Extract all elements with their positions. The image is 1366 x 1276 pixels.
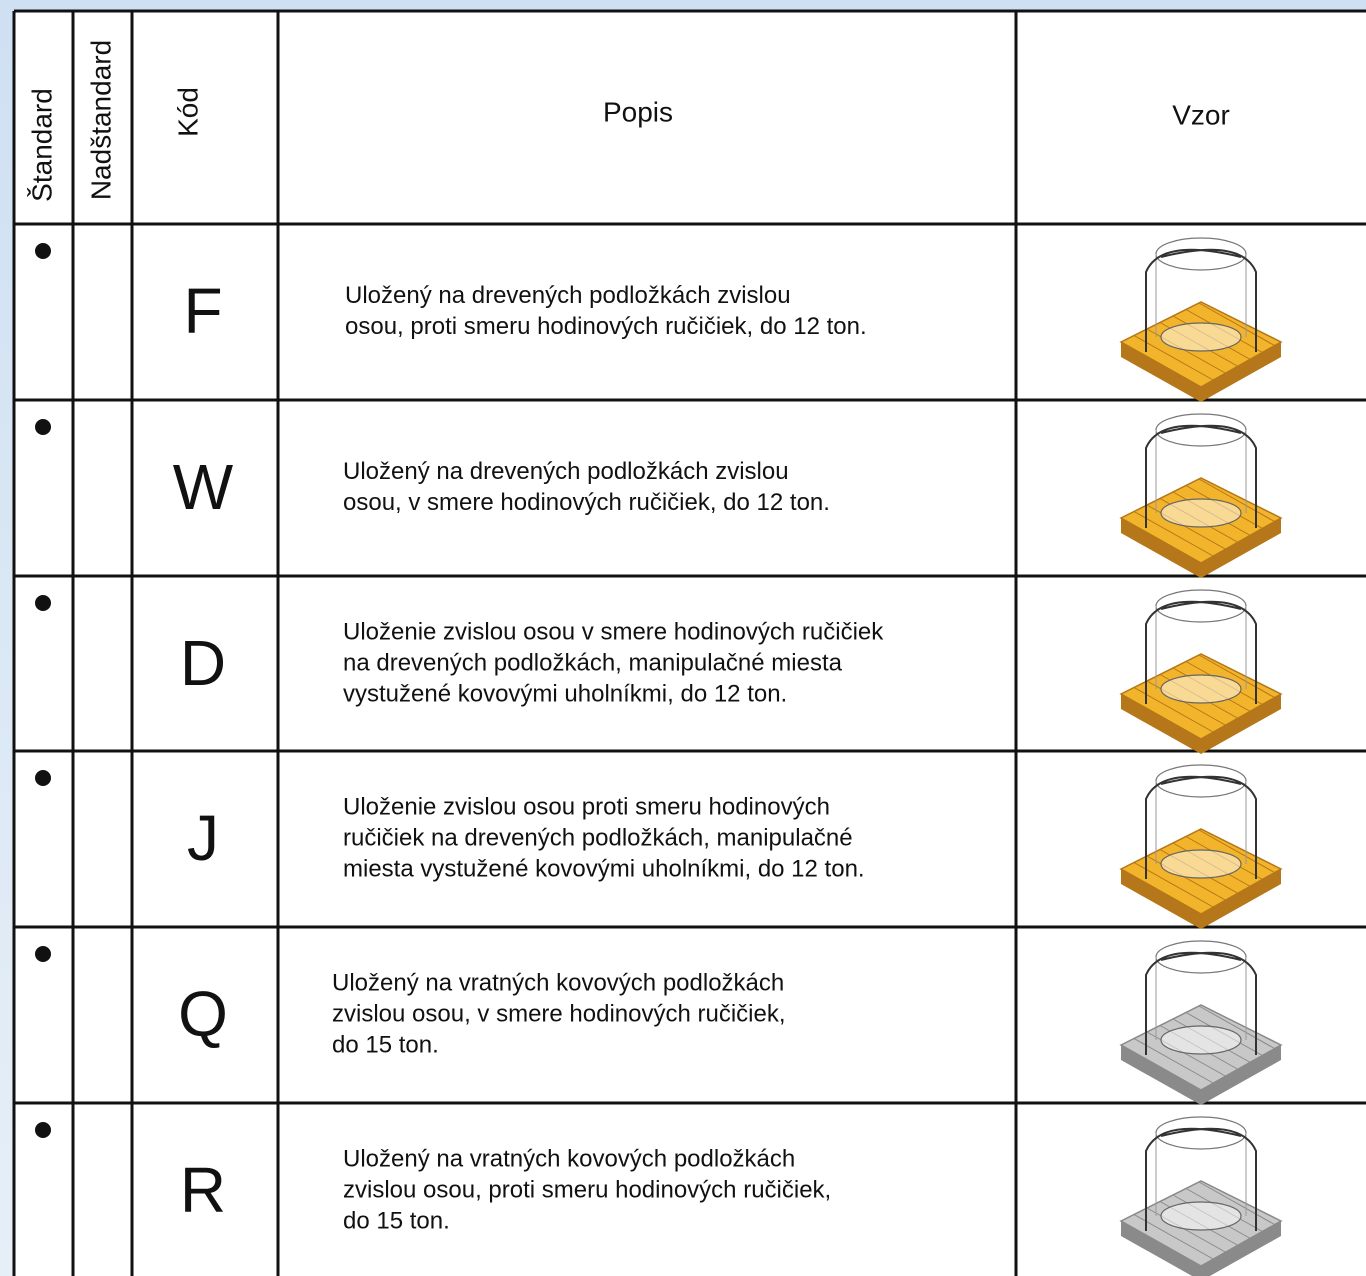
pallet-plank xyxy=(1198,302,1280,349)
description-line: osou, v smere hodinových ručičiek, do 12… xyxy=(343,489,830,516)
table-content: Štandard Nadštandard Kód Popis Vzor F Uložený … xyxy=(26,40,1283,1276)
pallet-plank xyxy=(1120,517,1202,564)
description-line: Uložený na drevených podložkách zvislou xyxy=(343,458,789,485)
code: R xyxy=(180,1154,226,1226)
pallet-plank xyxy=(1198,1181,1280,1228)
code: J xyxy=(187,802,219,874)
pallet-plank xyxy=(1198,1005,1280,1052)
pallet-plank xyxy=(1146,1031,1228,1078)
description-line: Uložený na drevených podložkách zvislou xyxy=(345,282,791,309)
pallet-plank xyxy=(1120,1220,1202,1267)
standard-dot xyxy=(35,770,51,786)
description-line: Uloženie zvislou osou v smere hodinových… xyxy=(343,618,884,645)
pallet-plank xyxy=(1198,478,1280,525)
reel-bottom xyxy=(1160,849,1242,879)
reel-bottom xyxy=(1160,674,1242,704)
strap xyxy=(1145,424,1257,528)
pallet-side xyxy=(1121,869,1281,929)
pallet-plank xyxy=(1133,335,1215,381)
description-line: na drevených podložkách, manipulačné mie… xyxy=(343,649,843,676)
description-line: Uložený na vratných kovových podložkách xyxy=(343,1145,795,1172)
header-cell: Nadštandard xyxy=(85,40,116,200)
standard-dot xyxy=(35,595,51,611)
code: W xyxy=(173,451,234,523)
pallet-plank xyxy=(1120,341,1202,388)
standard-dot xyxy=(35,946,51,962)
strap xyxy=(1145,951,1257,1055)
header-cell: Vzor xyxy=(1172,99,1230,130)
strap xyxy=(1145,248,1257,352)
header-cell: Štandard xyxy=(26,88,57,202)
pallet-plank xyxy=(1146,1207,1228,1254)
header-cell: Popis xyxy=(603,96,673,127)
strap xyxy=(1145,775,1257,879)
pallet-plank xyxy=(1146,504,1228,551)
pallet-side xyxy=(1121,1221,1281,1276)
pallet-plank xyxy=(1198,654,1280,701)
pallet-illustration xyxy=(1119,764,1283,929)
pallet-illustration xyxy=(1119,413,1283,578)
pallet-plank xyxy=(1133,511,1215,557)
header-cell: Kód xyxy=(172,87,203,137)
strap xyxy=(1145,600,1257,704)
strap xyxy=(1145,1127,1257,1231)
description-line: osou, proti smeru hodinových ručičiek, d… xyxy=(345,313,867,340)
pallet-side xyxy=(1121,1045,1281,1105)
description-line: ručičiek na drevených podložkách, manipu… xyxy=(343,824,853,851)
pallet-illustration xyxy=(1119,1116,1283,1276)
pallet-plank xyxy=(1133,862,1215,908)
pallet-side xyxy=(1121,342,1281,402)
description-line: Uloženie zvislou osou proti smeru hodino… xyxy=(343,793,830,820)
pallet-side xyxy=(1121,518,1281,578)
code: Q xyxy=(178,978,228,1050)
pallet-plank xyxy=(1120,1044,1202,1091)
reel-bottom xyxy=(1160,1201,1242,1231)
pallet-plank xyxy=(1133,1214,1215,1260)
pallet-plank xyxy=(1133,687,1215,733)
reel-bottom xyxy=(1160,1025,1242,1055)
standard-dot xyxy=(35,243,51,259)
standard-dot xyxy=(35,1122,51,1138)
pallet-plank xyxy=(1146,680,1228,727)
code: F xyxy=(183,275,222,347)
pallet-plank xyxy=(1120,868,1202,915)
pallet-plank xyxy=(1146,328,1228,375)
pallet-plank xyxy=(1198,829,1280,876)
reel-bottom xyxy=(1160,498,1242,528)
description-line: zvislou osou, proti smeru hodinových ruč… xyxy=(343,1176,831,1203)
pallet-illustration xyxy=(1119,940,1283,1105)
table-grid xyxy=(12,9,1366,1276)
code: D xyxy=(180,627,226,699)
pallet-plank xyxy=(1146,855,1228,902)
pallet-illustration xyxy=(1119,237,1283,402)
pallet-illustration xyxy=(1119,589,1283,754)
standard-dot xyxy=(35,419,51,435)
reel-bottom xyxy=(1160,322,1242,352)
description-line: Uložený na vratných kovových podložkách xyxy=(332,969,784,996)
description-line: vystužené kovovými uholníkmi, do 12 ton. xyxy=(343,680,787,707)
description-line: zvislou osou, v smere hodinových ručičie… xyxy=(332,1000,786,1027)
pallet-side xyxy=(1121,694,1281,754)
description-line: do 15 ton. xyxy=(343,1207,450,1234)
pallet-plank xyxy=(1133,1038,1215,1084)
description-line: miesta vystužené kovovými uholníkmi, do … xyxy=(343,855,865,882)
pallet-plank xyxy=(1120,693,1202,740)
description-line: do 15 ton. xyxy=(332,1031,439,1058)
